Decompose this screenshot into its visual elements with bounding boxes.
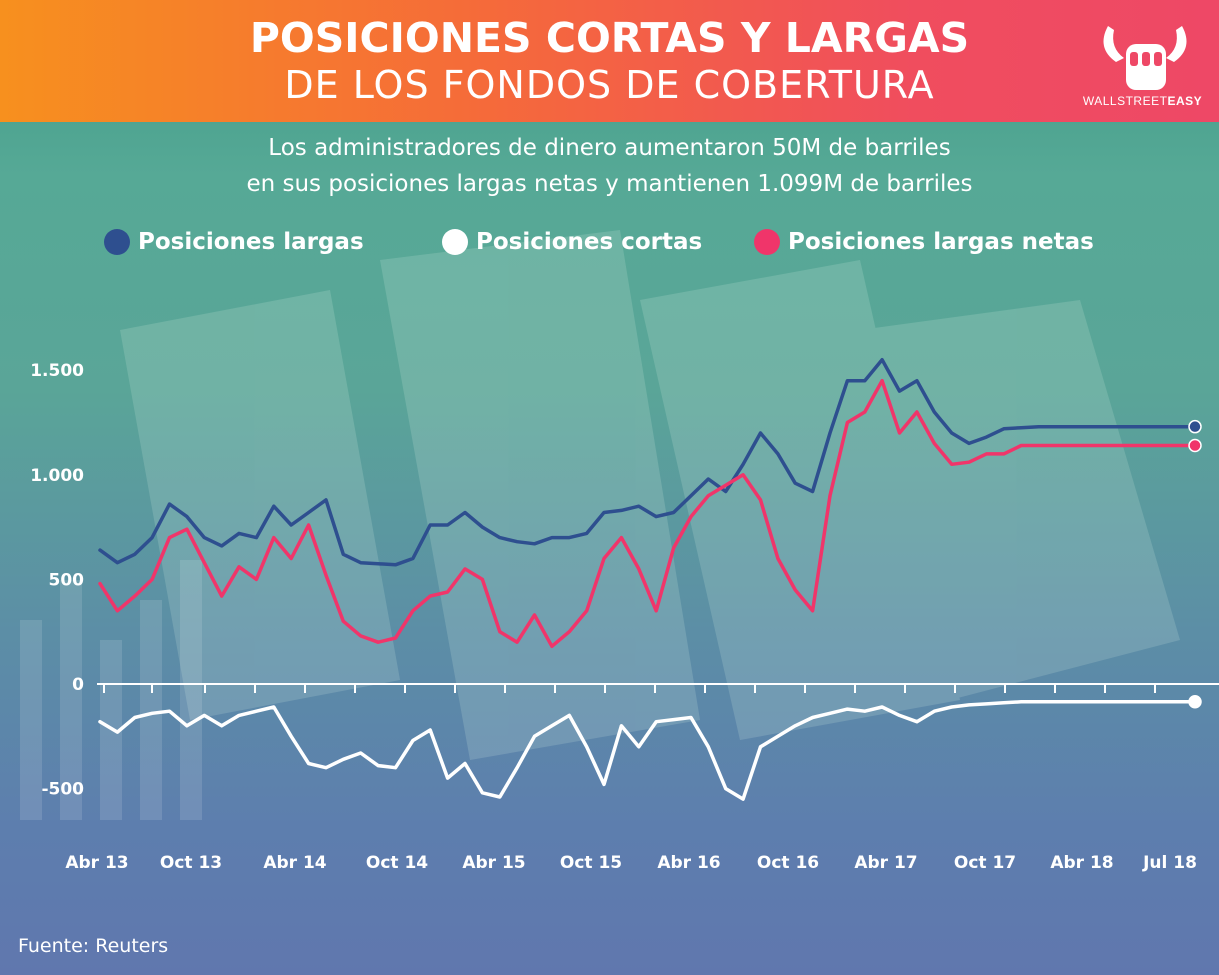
x-tick-label: Oct 17 — [954, 853, 1016, 873]
logo-text-light: WALLSTREET — [1082, 94, 1168, 108]
x-tick-label: Abr 16 — [657, 853, 720, 873]
legend-item-largas: Posiciones largas — [104, 226, 364, 258]
logo-text-bold: EASY — [1167, 94, 1203, 108]
x-tick-label: Oct 16 — [757, 853, 819, 873]
title-line-2: DE LOS FONDOS DE COBERTURA — [284, 63, 935, 107]
x-tick-label: Oct 14 — [366, 853, 428, 873]
y-tick-label: 0 — [72, 675, 84, 695]
x-tick-label: Abr 13 — [65, 853, 128, 873]
legend-swatch-cortas — [442, 229, 468, 255]
legend-item-netas: Posiciones largas netas — [754, 226, 1094, 258]
source-note: Fuente: Reuters — [18, 935, 169, 957]
logo-wordmark: WALLSTREETEASY — [1070, 94, 1215, 108]
bull-fist-logo-icon — [1103, 26, 1187, 90]
series-line-1 — [98, 700, 1197, 801]
legend-label-cortas: Posiciones cortas — [476, 229, 703, 255]
legend-swatch-largas — [104, 229, 130, 255]
series-end-marker-0 — [1188, 419, 1202, 434]
legend-item-cortas: Posiciones cortas — [442, 226, 702, 258]
subtitle-line-2: en sus posiciones largas netas y mantien… — [246, 171, 973, 197]
x-tick-label: Oct 15 — [560, 853, 622, 873]
x-tick-label: Abr 14 — [263, 853, 326, 873]
series-line-0 — [98, 357, 1197, 567]
x-tick-label: Oct 13 — [160, 853, 222, 873]
x-tick-label: Abr 17 — [854, 853, 917, 873]
x-tick-label: Abr 18 — [1050, 853, 1113, 873]
y-tick-label: 1.000 — [30, 466, 84, 486]
y-tick-label: 500 — [49, 570, 85, 590]
line-chart: Abr 13 Oct 13 Abr 14 Oct 14 Abr 15 Oct 15 Abr … — [30, 357, 1219, 873]
subtitle-line-1: Los administradores de dinero aumentaron… — [268, 135, 951, 161]
legend-label-netas: Posiciones largas netas — [788, 229, 1094, 255]
y-tick-label: -500 — [41, 780, 84, 800]
header-banner: POSICIONES CORTAS Y LARGAS DE LOS FONDOS… — [0, 0, 1219, 122]
series-line-2 — [98, 378, 1197, 649]
x-tick-label: Abr 15 — [462, 853, 525, 873]
series-end-marker-2 — [1188, 438, 1202, 453]
series-end-marker-1 — [1188, 695, 1202, 709]
y-tick-label: 1.500 — [30, 361, 84, 381]
legend-swatch-netas — [754, 229, 780, 255]
legend-label-largas: Posiciones largas — [138, 229, 364, 255]
title-line-1: POSICIONES CORTAS Y LARGAS — [249, 14, 970, 62]
subtitle: Los administradores de dinero aumentaron… — [0, 130, 1219, 202]
x-tick-label: Jul 18 — [1142, 853, 1197, 873]
